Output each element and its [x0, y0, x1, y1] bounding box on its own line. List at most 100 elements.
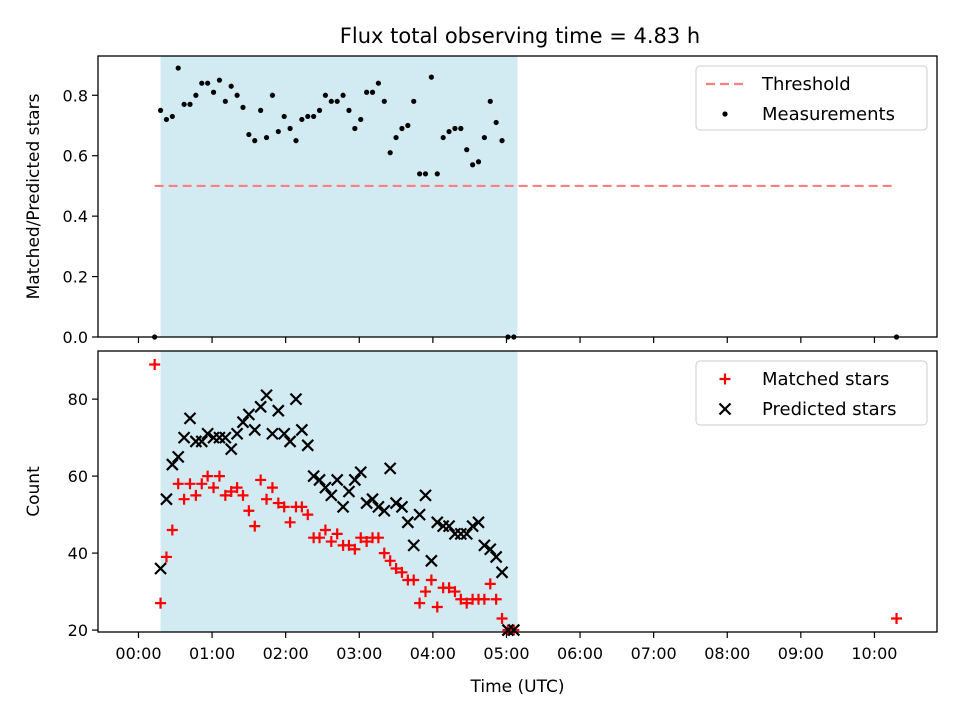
matched-star-marker [420, 586, 432, 598]
matched-star-marker [190, 489, 202, 501]
predicted-star-marker [283, 435, 297, 448]
measurement-point [481, 134, 487, 141]
matched-star-marker [461, 597, 473, 609]
predicted-star-marker [224, 442, 238, 456]
predicted-star-marker [277, 427, 291, 441]
measurement-point [234, 92, 240, 98]
predicted-star-marker [336, 500, 350, 514]
legend-label: Matched stars [762, 369, 889, 390]
legend-matched-swatch [719, 373, 731, 385]
matched-star-marker [255, 474, 267, 486]
axes-frame [97, 55, 938, 338]
matched-star-marker [478, 593, 490, 605]
legend-box [695, 65, 928, 131]
predicted-star-marker [301, 439, 315, 452]
measurement-point [216, 77, 223, 83]
measurement-point [163, 116, 170, 123]
predicted-star-marker [260, 388, 273, 402]
legend-label: Measurements [762, 104, 895, 125]
measurement-point [458, 125, 464, 132]
matched-star-marker [496, 613, 508, 625]
predicted-star-marker [325, 489, 338, 502]
matched-star-marker [343, 539, 355, 551]
predicted-star-marker [201, 427, 214, 441]
measurement-point [311, 113, 317, 120]
y-axis-label: Matched/Predicted stars [24, 93, 44, 299]
predicted-star-marker [166, 458, 179, 471]
predicted-star-marker [295, 423, 309, 437]
measurement-point [293, 138, 299, 144]
predicted-star-marker [177, 431, 191, 444]
predicted-star-marker [472, 516, 485, 529]
matched-star-marker [425, 574, 437, 586]
matched-star-marker [166, 524, 178, 536]
matched-star-marker [490, 593, 502, 605]
measurement-point [240, 104, 246, 110]
predicted-star-marker [401, 516, 415, 529]
matched-star-marker [372, 532, 384, 544]
measurement-point [493, 119, 499, 126]
predicted-star-marker [419, 489, 432, 502]
x-tick-label: 10:00 [851, 644, 897, 663]
measurement-point [422, 171, 429, 177]
x-tick-label: 00:00 [115, 644, 161, 663]
matched-star-marker [455, 593, 467, 605]
predicted-star-marker [489, 550, 503, 564]
matched-star-marker [278, 501, 290, 513]
predicted-star-marker [242, 408, 256, 421]
predicted-star-marker [483, 542, 497, 556]
matched-star-marker [202, 470, 214, 482]
y-tick-label: 40 [68, 544, 88, 563]
x-tick-label: 09:00 [778, 644, 824, 663]
measurement-point [434, 171, 440, 177]
predicted-star-marker [460, 527, 473, 541]
measurement-point [175, 65, 181, 71]
observing-span-shade [160, 56, 518, 337]
predicted-star-marker [413, 508, 426, 521]
measurement-point [258, 107, 264, 113]
matched-star-marker [208, 482, 220, 494]
matched-star-marker [172, 478, 184, 490]
matched-star-marker [390, 562, 402, 574]
measurement-point [499, 138, 505, 144]
measurement-point [375, 80, 382, 86]
x-tick-label: 05:00 [483, 644, 529, 663]
predicted-star-marker [342, 485, 356, 498]
predicted-star-marker [266, 427, 279, 441]
predicted-star-marker [507, 623, 521, 637]
matched-star-marker [213, 470, 225, 482]
measurement-point [417, 171, 423, 177]
measurement-point [470, 162, 476, 168]
measurement-point [281, 113, 287, 120]
matched-star-marker [314, 532, 326, 544]
x-tick-label: 01:00 [189, 644, 235, 663]
measurement-point [405, 122, 411, 129]
measurement-point [187, 101, 193, 107]
matched-star-marker [155, 597, 167, 609]
measurement-point [369, 89, 376, 95]
matched-star-marker [378, 547, 390, 559]
matched-star-marker [449, 586, 461, 598]
measurement-point [399, 125, 405, 132]
measurement-point [358, 116, 364, 123]
legend-label: Threshold [761, 74, 851, 95]
matched-star-marker [384, 555, 396, 567]
predicted-star-marker [354, 465, 368, 479]
measurement-point [316, 107, 323, 113]
matched-star-marker [296, 501, 308, 513]
measurement-point [381, 98, 387, 104]
matched-star-marker [891, 613, 903, 625]
matched-star-marker [178, 493, 190, 505]
legend-measurement-swatch [722, 111, 728, 117]
matched-star-marker [184, 478, 196, 490]
predicted-star-marker [407, 539, 421, 552]
measurement-point [328, 98, 334, 104]
observing-span-shade [160, 351, 518, 632]
matched-star-marker [196, 478, 208, 490]
predicted-star-marker [236, 415, 250, 429]
matched-star-marker [361, 536, 373, 548]
x-axis-label: Time (UTC) [470, 677, 565, 697]
matched-star-marker [396, 566, 408, 578]
matched-star-marker [160, 551, 172, 563]
